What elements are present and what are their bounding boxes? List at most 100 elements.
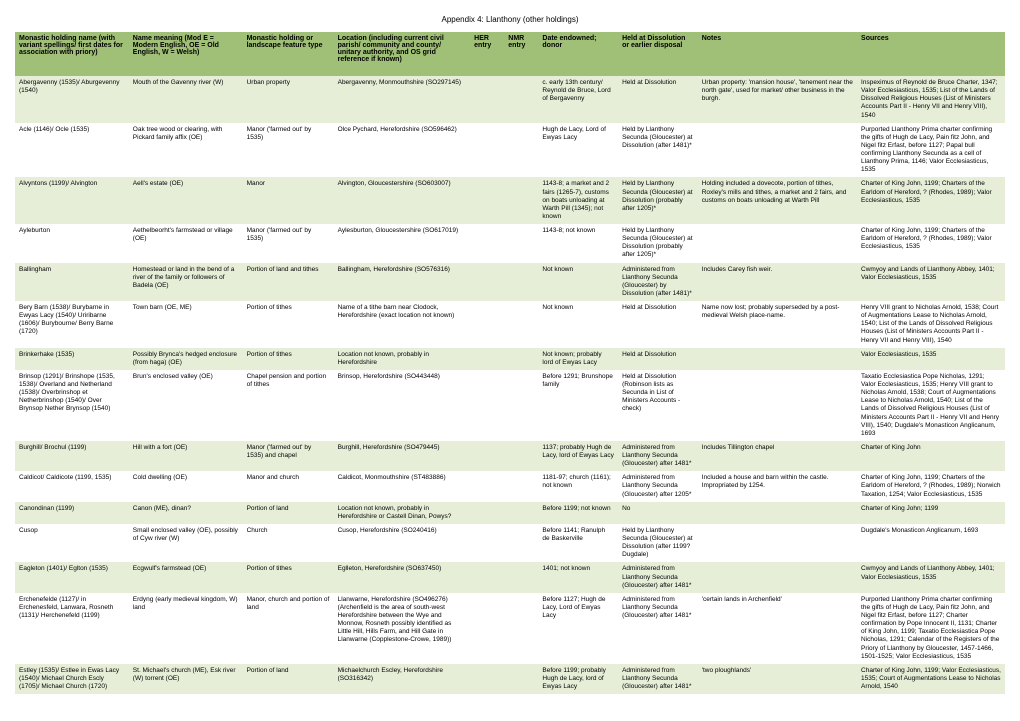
table-cell: Administered from Llanthony Secunda (Glo… <box>618 562 698 592</box>
table-cell <box>698 524 857 563</box>
table-cell: Portion of land and tithes <box>243 263 334 302</box>
table-row: Bery Barn (1538)/ Burybarne in Ewyas Lac… <box>15 301 1005 348</box>
table-cell <box>504 224 538 263</box>
table-cell: Manor <box>243 177 334 224</box>
table-cell: Michaelchurch Escley, Herefordshire (SO3… <box>334 664 471 694</box>
table-cell: Hill with a fort (OE) <box>129 441 243 471</box>
table-row: Burghill/ Brochul (1199)Hill with a fort… <box>15 441 1005 471</box>
table-cell <box>470 76 504 123</box>
table-cell: Eagleton (1401)/ Eglton (1535) <box>15 562 129 592</box>
table-cell: Ballingham <box>15 263 129 302</box>
table-cell: Cusop <box>15 524 129 563</box>
table-cell: Burghill, Herefordshire (SO479445) <box>334 441 471 471</box>
table-cell: Not known; probably lord of Ewyas Lacy <box>538 348 618 370</box>
table-cell: Before 1199; probably Hugh de Lacy, lord… <box>538 664 618 694</box>
table-cell: Canon (ME), dinan? <box>129 502 243 524</box>
table-cell: Charter of King John, 1199; Valor Eccles… <box>857 664 1005 694</box>
table-cell: Administered from Llanthony Secunda (Glo… <box>618 471 698 501</box>
table-cell: Administered from Llanthony Secunda (Glo… <box>618 664 698 694</box>
table-cell <box>504 524 538 563</box>
table-cell <box>504 471 538 501</box>
table-cell: Church <box>243 524 334 563</box>
table-cell: Charter of King John, 1199; Charters of … <box>857 471 1005 501</box>
table-cell: Olce Pychard, Herefordshire (SO596462) <box>334 123 471 178</box>
table-row: AyleburtonAethelbeorht's farmstead or vi… <box>15 224 1005 263</box>
table-cell: Location not known, probably in Hereford… <box>334 348 471 370</box>
table-cell: Eglleton, Herefordshire (SO637450) <box>334 562 471 592</box>
table-row: BallinghamHomestead or land in the bend … <box>15 263 1005 302</box>
table-cell: Brun's enclosed valley (OE) <box>129 370 243 441</box>
table-cell: Charter of King John; 1199 <box>857 502 1005 524</box>
table-cell <box>504 263 538 302</box>
table-cell: Taxatio Ecclesiastica Pope Nicholas, 129… <box>857 370 1005 441</box>
table-cell: Alvington, Gloucestershire (SO603007) <box>334 177 471 224</box>
table-cell: Purported Llanthony Prima charter confir… <box>857 593 1005 664</box>
table-cell <box>504 370 538 441</box>
table-cell: c. early 13th century/ Reynold de Bruce,… <box>538 76 618 123</box>
table-cell: Before 1141; Ranulph de Baskerville <box>538 524 618 563</box>
table-cell: Before 1291; Brunshope family <box>538 370 618 441</box>
col-type: Monastic holding or landscape feature ty… <box>243 32 334 76</box>
table-cell: Dugdale's Monasticon Anglicanum, 1693 <box>857 524 1005 563</box>
table-cell: Brinsop, Herefordshire (SO443448) <box>334 370 471 441</box>
table-cell: Burghill/ Brochul (1199) <box>15 441 129 471</box>
table-cell: Acle (1146)/ Ocle (1535) <box>15 123 129 178</box>
table-cell: Aylesburton, Gloucestershire (SO617019) <box>334 224 471 263</box>
table-row: Acle (1146)/ Ocle (1535)Oak tree wood or… <box>15 123 1005 178</box>
table-cell: Manor ('farmed out' by 1535) <box>243 224 334 263</box>
table-cell <box>698 123 857 178</box>
table-cell <box>504 348 538 370</box>
table-cell: Oak tree wood or clearing, with Pickard … <box>129 123 243 178</box>
table-cell: Manor, church and portion of land <box>243 593 334 664</box>
table-cell: Administered from Llanthony Secunda (Glo… <box>618 263 698 302</box>
table-cell: Chapel pension and portion of tithes <box>243 370 334 441</box>
table-cell: Held by Llanthony Secunda (Gloucester) a… <box>618 123 698 178</box>
table-cell: Purported Llanthony Prima charter confir… <box>857 123 1005 178</box>
table-cell: Brinkerhake (1535) <box>15 348 129 370</box>
table-row: Caldicot/ Caldicote (1199, 1535)Cold dwe… <box>15 471 1005 501</box>
table-row: Eagleton (1401)/ Eglton (1535)Ecgwulf's … <box>15 562 1005 592</box>
table-cell: Includes Carey fish weir. <box>698 263 857 302</box>
table-cell: Held at Dissolution <box>618 301 698 348</box>
table-cell: Portion of tithes <box>243 301 334 348</box>
table-cell <box>470 177 504 224</box>
table-row: Canondinan (1199)Canon (ME), dinan?Porti… <box>15 502 1005 524</box>
table-cell: 'certain lands in Archenfield' <box>698 593 857 664</box>
table-cell: Ayleburton <box>15 224 129 263</box>
table-cell: Administered from Llanthony Secunda (Glo… <box>618 593 698 664</box>
table-cell <box>470 562 504 592</box>
table-cell: 1137; probably Hugh de Lacy, lord of Ewy… <box>538 441 618 471</box>
table-cell: Includes Tillington chapel <box>698 441 857 471</box>
table-cell: Manor and church <box>243 471 334 501</box>
table-cell: Portion of tithes <box>243 348 334 370</box>
table-cell: Llanwarne, Herefordshire (SO496276) (Arc… <box>334 593 471 664</box>
table-cell: Cold dwelling (OE) <box>129 471 243 501</box>
table-cell: Held at Dissolution <box>618 76 698 123</box>
table-cell: Brinsop (1291)/ Brinshope (1535, 1538)/ … <box>15 370 129 441</box>
table-cell: Small enclosed valley (OE), possibly of … <box>129 524 243 563</box>
table-cell <box>698 502 857 524</box>
holdings-table: Monastic holding name (with variant spel… <box>15 32 1005 694</box>
col-name: Monastic holding name (with variant spel… <box>15 32 129 76</box>
table-cell: Held at Dissolution (Robinson lists as S… <box>618 370 698 441</box>
table-row: Abergavenny (1535)/ Aburgevenny (1540)Mo… <box>15 76 1005 123</box>
table-cell <box>698 224 857 263</box>
col-sources: Sources <box>857 32 1005 76</box>
col-notes: Notes <box>698 32 857 76</box>
table-cell: Alvyntons (1199)/ Alvington <box>15 177 129 224</box>
table-cell: Abergavenny (1535)/ Aburgevenny (1540) <box>15 76 129 123</box>
table-cell: Valor Ecclesiasticus, 1535 <box>857 348 1005 370</box>
table-cell <box>470 502 504 524</box>
table-cell: Caldicot/ Caldicote (1199, 1535) <box>15 471 129 501</box>
table-cell: Held by Llanthony Secunda (Gloucester) a… <box>618 177 698 224</box>
col-location: Location (including current civil parish… <box>334 32 471 76</box>
table-cell: Charter of King John, 1199; Charters of … <box>857 177 1005 224</box>
table-cell: Charter of King John <box>857 441 1005 471</box>
table-cell <box>504 502 538 524</box>
table-cell: Portion of land <box>243 664 334 694</box>
table-cell: Town barn (OE, ME) <box>129 301 243 348</box>
table-cell: Location not known, probably in Hereford… <box>334 502 471 524</box>
page-title: Appendix 4: Llanthony (other holdings) <box>15 15 1005 24</box>
table-row: CusopSmall enclosed valley (OE), possibl… <box>15 524 1005 563</box>
table-cell <box>470 301 504 348</box>
